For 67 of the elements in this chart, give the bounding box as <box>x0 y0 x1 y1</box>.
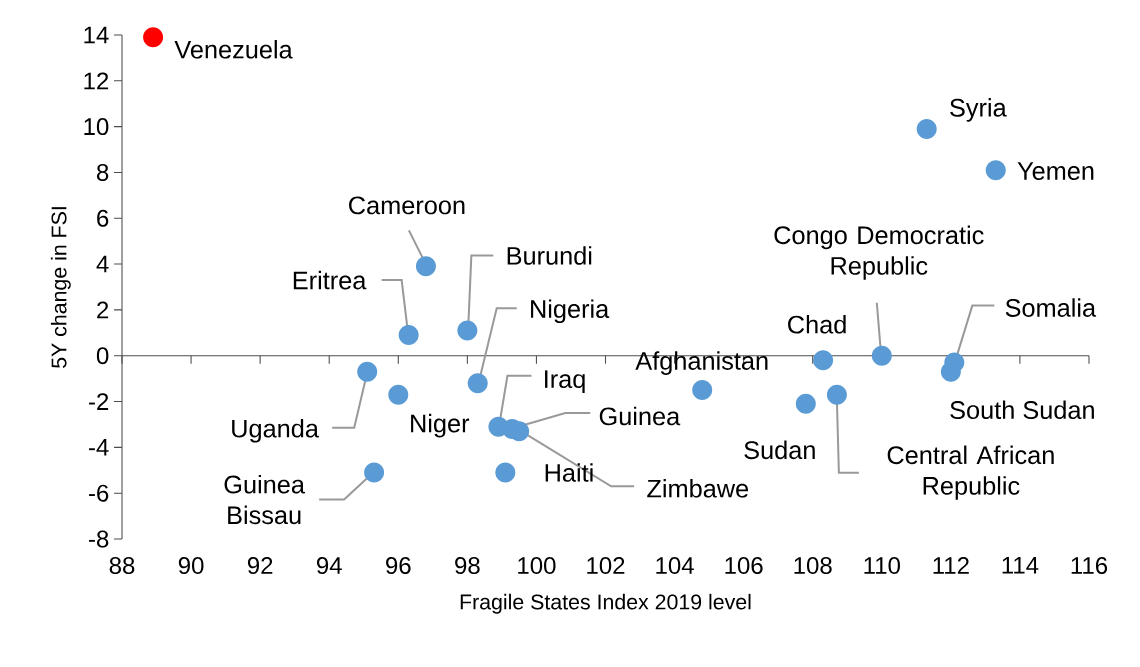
annotation: Niger <box>411 413 470 438</box>
y-tick-label: -6 <box>89 484 109 502</box>
y-tick-label: 0 <box>96 347 109 365</box>
y-tick-label: 14 <box>84 26 109 44</box>
x-tick-label: 94 <box>317 557 342 575</box>
x-tick-label: 104 <box>656 557 694 575</box>
annotation: Guinea <box>599 406 681 426</box>
point <box>467 373 488 394</box>
point <box>826 384 847 405</box>
annotation: Uganda <box>232 418 319 443</box>
y-tick-label: -2 <box>89 393 109 410</box>
x-tick-label: 102 <box>587 557 625 575</box>
annotation: Haiti <box>545 463 593 482</box>
x-tick-label: 106 <box>725 557 763 575</box>
annotation: Yemen <box>1017 162 1094 180</box>
x-tick-label: 100 <box>518 557 556 575</box>
x-tick-label: 96 <box>386 557 411 575</box>
x-tick-label: 114 <box>1002 557 1039 574</box>
x-tick-label: 110 <box>864 557 900 575</box>
point <box>985 160 1006 181</box>
point <box>940 361 961 382</box>
annotation: Syria <box>950 98 1007 122</box>
annotation: Venezuela <box>174 39 293 59</box>
point <box>143 27 164 48</box>
annotation: Congo Democratic Republic <box>774 225 984 280</box>
y-tick-label: 4 <box>96 255 109 273</box>
point <box>871 345 892 366</box>
point <box>495 462 516 483</box>
point <box>457 320 478 341</box>
x-tick-label: 90 <box>178 557 204 575</box>
annotation: South Sudan <box>950 400 1094 420</box>
point <box>364 462 385 483</box>
annotation: Chad <box>788 314 846 334</box>
y-axis-title: 5Y change in FSI <box>50 207 71 368</box>
annotation: Nigeria <box>531 299 610 324</box>
point <box>398 325 419 346</box>
annotation: Guinea Bissau <box>224 474 305 525</box>
point <box>415 256 436 277</box>
x-tick-label: 108 <box>794 557 832 575</box>
point <box>388 384 409 405</box>
annotation: Burundi <box>507 246 592 265</box>
annotation: Somalia <box>1005 298 1097 317</box>
x-tick-label: 112 <box>933 557 969 574</box>
annotation: Cameroon <box>349 196 465 215</box>
x-tick-label: 116 <box>1071 557 1108 575</box>
annotation: Central African Republic <box>887 445 1054 500</box>
annotation: Eritrea <box>293 270 367 290</box>
point <box>916 118 937 139</box>
x-tick-label: 92 <box>247 557 273 575</box>
annotation: Afghanistan <box>635 351 768 375</box>
y-tick-label: 2 <box>97 301 109 319</box>
point <box>795 393 816 414</box>
x-tick-label: 98 <box>455 557 480 575</box>
point <box>813 350 834 371</box>
annotation: Iraq <box>545 370 585 394</box>
y-tick-label: 12 <box>84 72 109 90</box>
point <box>357 361 378 382</box>
y-tick-label: -4 <box>89 439 109 456</box>
y-tick-label: 8 <box>97 163 109 181</box>
annotation: Zimbawe <box>647 479 749 498</box>
x-tick-label: 88 <box>109 557 135 575</box>
x-axis-title: Fragile States Index 2019 level <box>460 593 751 614</box>
point <box>692 380 713 401</box>
y-tick-label: -8 <box>89 530 109 548</box>
annotation: Sudan <box>744 440 815 460</box>
y-tick-label: 6 <box>97 209 109 227</box>
y-tick-label: 10 <box>84 118 109 136</box>
